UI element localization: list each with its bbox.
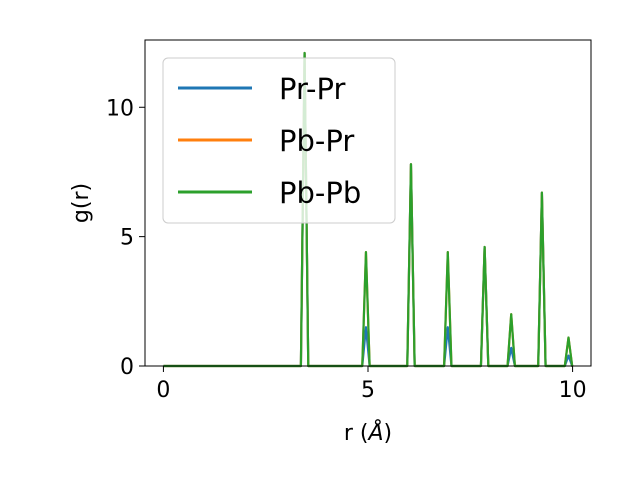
legend-label-pr-pr: Pr-Pr [279,72,345,106]
y-tick-label: 0 [120,355,134,380]
y-tick-label: 5 [120,226,134,251]
x-tick-label: 0 [156,378,170,403]
ticks-layer: 0 5 10 0 5 10 [106,96,587,403]
legend: Pr-Pr Pb-Pr Pb-Pb [162,57,396,224]
legend-label-pb-pr: Pb-Pr [279,124,354,158]
y-tick-label: 10 [106,96,134,121]
legend-box [162,57,396,224]
x-tick-label: 10 [559,378,587,403]
x-axis-label: r (Å) [344,419,392,446]
x-tick-label: 5 [361,378,375,403]
legend-label-pb-pb: Pb-Pb [279,176,361,210]
y-axis-label: g(r) [69,183,94,223]
